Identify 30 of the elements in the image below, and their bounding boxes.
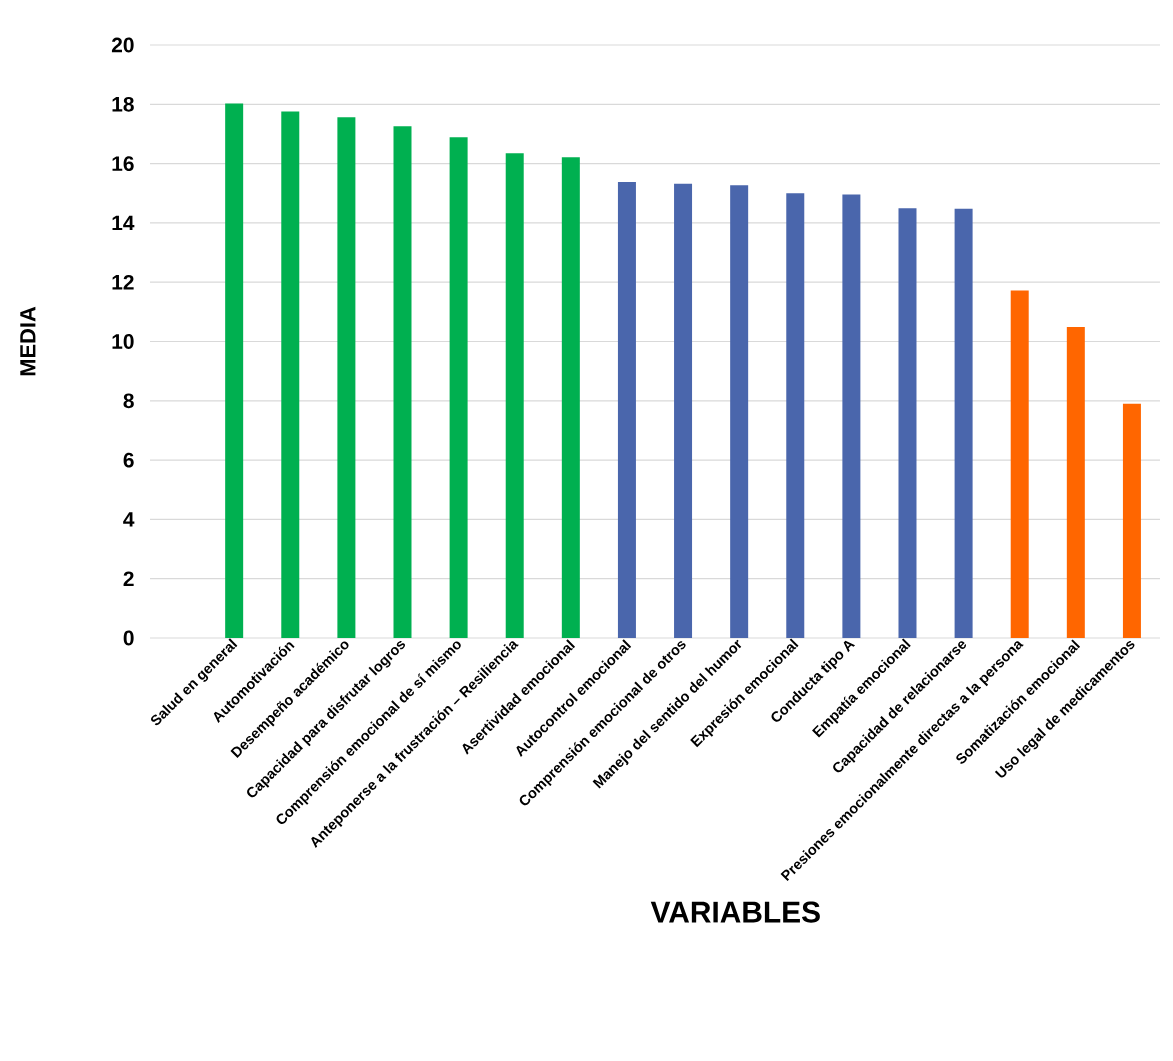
bar [786, 193, 805, 638]
bar [281, 111, 300, 638]
bar [393, 126, 412, 638]
bar [617, 181, 636, 638]
x-axis-title: VARIABLES [650, 901, 820, 923]
bar [225, 103, 244, 638]
bar [674, 183, 693, 638]
bar [449, 137, 468, 638]
y-tick-label: 20 [111, 37, 134, 53]
y-axis-title: MEDIA [20, 306, 36, 376]
y-tick-label: 12 [112, 274, 134, 290]
y-tick-label: 0 [123, 630, 134, 646]
bar [337, 117, 356, 638]
y-tick-label: 2 [123, 571, 134, 586]
y-tick-label: 14 [112, 215, 135, 231]
y-tick-label: 6 [123, 452, 134, 468]
y-tick-label: 8 [123, 393, 134, 409]
bar [730, 185, 749, 638]
y-tick-label: 18 [112, 96, 134, 112]
bar [505, 153, 524, 638]
bar [1010, 290, 1029, 638]
bar [842, 194, 861, 638]
y-tick-label: 4 [123, 512, 135, 527]
y-tick-label: 16 [112, 156, 134, 171]
bar [954, 208, 973, 638]
bar [1122, 403, 1141, 638]
y-tick-label: 10 [112, 334, 134, 349]
bar [898, 208, 917, 638]
bar [561, 157, 580, 638]
bar [1066, 326, 1085, 638]
